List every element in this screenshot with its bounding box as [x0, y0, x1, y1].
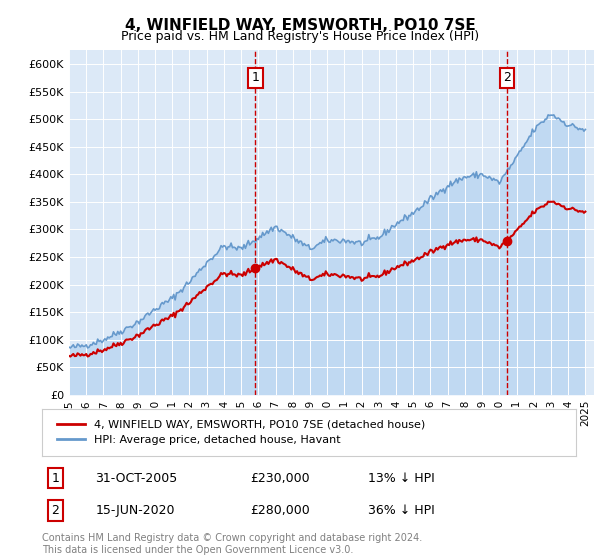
Text: Price paid vs. HM Land Registry's House Price Index (HPI): Price paid vs. HM Land Registry's House …: [121, 30, 479, 43]
Text: 4, WINFIELD WAY, EMSWORTH, PO10 7SE: 4, WINFIELD WAY, EMSWORTH, PO10 7SE: [125, 18, 475, 33]
Text: £280,000: £280,000: [250, 504, 310, 517]
Text: 1: 1: [251, 72, 259, 85]
Text: 36% ↓ HPI: 36% ↓ HPI: [368, 504, 434, 517]
Text: 2: 2: [503, 72, 511, 85]
Text: 1: 1: [52, 472, 59, 484]
Text: 31-OCT-2005: 31-OCT-2005: [95, 472, 178, 484]
Legend: 4, WINFIELD WAY, EMSWORTH, PO10 7SE (detached house), HPI: Average price, detach: 4, WINFIELD WAY, EMSWORTH, PO10 7SE (det…: [53, 416, 430, 450]
Text: Contains HM Land Registry data © Crown copyright and database right 2024.
This d: Contains HM Land Registry data © Crown c…: [42, 533, 422, 555]
Text: 2: 2: [52, 504, 59, 517]
Text: 13% ↓ HPI: 13% ↓ HPI: [368, 472, 434, 484]
Text: £230,000: £230,000: [250, 472, 310, 484]
Text: 15-JUN-2020: 15-JUN-2020: [95, 504, 175, 517]
